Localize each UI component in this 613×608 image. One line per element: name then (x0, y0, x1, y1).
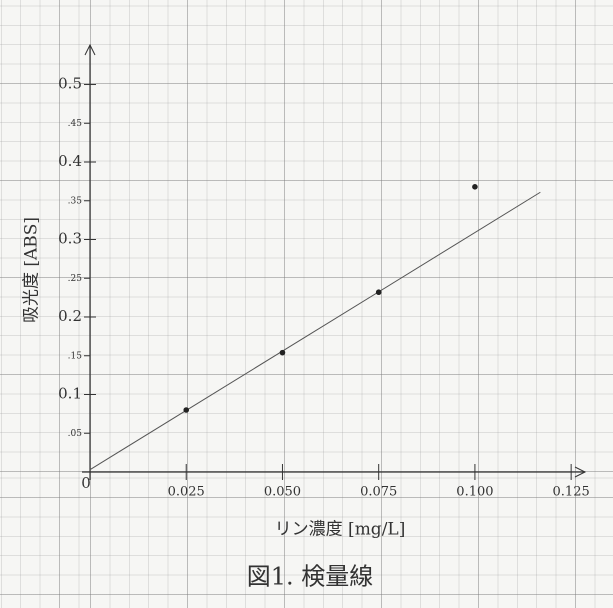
data-point (183, 407, 189, 413)
y-tick-label: 0.4 (58, 152, 82, 170)
trend-line (90, 192, 540, 469)
origin-label: 0 (81, 474, 91, 492)
y-axis-label: 吸光度 [ABS] (22, 217, 42, 323)
x-tick-label: 0.075 (360, 485, 397, 500)
y-tick-label: .35 (68, 196, 83, 206)
y-tick-label: 0.2 (58, 307, 82, 325)
page: 図1. 検量線 リン濃度 [mg/L] 吸光度 [ABS] 0 0.025 0.0… (0, 0, 613, 608)
x-tick-label: 0.125 (553, 485, 590, 500)
y-tick-label: .15 (68, 351, 83, 361)
chart: 図1. 検量線 リン濃度 [mg/L] 吸光度 [ABS] 0 0.025 0.0… (0, 0, 613, 608)
data-point (280, 350, 286, 356)
y-tick-label: .25 (68, 274, 83, 284)
y-tick-label: 0.3 (58, 230, 82, 248)
y-tick-label: .45 (68, 119, 83, 129)
x-tick-label: 0.050 (264, 485, 301, 500)
x-tick-label: 0.100 (456, 485, 493, 500)
y-tick-label: 0.5 (58, 75, 82, 93)
x-tick-label: 0.025 (168, 485, 205, 500)
x-axis-label: リン濃度 [mg/L] (275, 520, 406, 540)
y-tick-label: 0.1 (58, 385, 82, 403)
data-point (472, 184, 478, 190)
data-point (376, 289, 382, 295)
chart-title: 図1. 検量線 (247, 563, 374, 591)
y-tick-label: .05 (68, 429, 83, 439)
